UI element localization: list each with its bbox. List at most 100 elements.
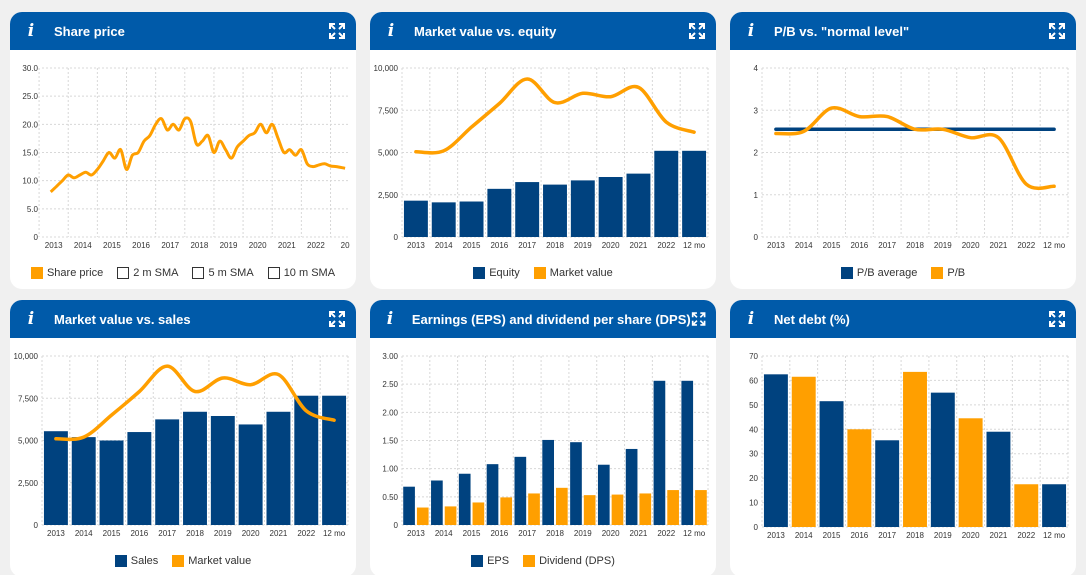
legend-item[interactable]: Market value [172, 555, 251, 567]
bar[interactable] [322, 395, 347, 525]
expand-icon[interactable] [328, 310, 346, 328]
bar[interactable] [431, 202, 456, 237]
legend-label: Dividend (DPS) [539, 555, 615, 567]
bar[interactable] [210, 415, 235, 525]
bar[interactable] [487, 188, 512, 237]
bar[interactable] [556, 487, 568, 525]
info-icon[interactable]: i [27, 21, 35, 41]
bar[interactable] [543, 184, 567, 237]
legend-item[interactable]: Equity [473, 267, 520, 279]
expand-icon[interactable] [691, 310, 706, 328]
bar[interactable] [986, 431, 1011, 527]
bar[interactable] [514, 456, 527, 525]
bar[interactable] [155, 419, 180, 525]
bar[interactable] [930, 392, 955, 527]
bar[interactable] [958, 418, 983, 527]
bar[interactable] [667, 490, 679, 525]
legend-swatch [840, 267, 853, 279]
bar[interactable] [403, 486, 415, 525]
bar[interactable] [639, 493, 652, 525]
bar[interactable] [127, 432, 152, 525]
bar[interactable] [695, 490, 707, 525]
x-tick-label: 2014 [74, 241, 92, 250]
legend-item[interactable]: EPS [471, 555, 509, 567]
info-icon[interactable]: i [387, 21, 395, 41]
bar[interactable] [819, 401, 844, 527]
bar[interactable] [1014, 484, 1039, 527]
info-icon[interactable]: i [747, 309, 755, 329]
info-icon[interactable]: i [27, 309, 35, 329]
bar[interactable] [431, 480, 443, 525]
card-header: i Market value vs. equity [370, 12, 716, 50]
bar[interactable] [528, 493, 540, 525]
bar[interactable] [416, 507, 429, 525]
legend-item[interactable]: Share price [30, 267, 103, 279]
x-tick-label: 2015 [463, 529, 481, 538]
x-tick-label: 2014 [795, 531, 813, 540]
info-icon[interactable]: i [386, 309, 394, 329]
x-tick-label: 2020 [962, 531, 980, 540]
bar[interactable] [444, 506, 457, 525]
share-price-line[interactable] [49, 116, 346, 194]
bar[interactable] [597, 464, 610, 525]
bar[interactable] [763, 374, 788, 527]
bar[interactable] [570, 442, 582, 525]
y-tick-label: 25.0 [22, 92, 38, 101]
bar[interactable] [791, 376, 816, 527]
bar[interactable] [486, 464, 499, 525]
bar[interactable] [266, 411, 291, 525]
bar[interactable] [611, 494, 624, 525]
legend-item[interactable]: P/B average [840, 267, 918, 279]
bar[interactable] [500, 497, 513, 525]
bar[interactable] [875, 440, 900, 527]
legend-item[interactable]: 10 m SMA [267, 267, 336, 279]
bar[interactable] [515, 182, 540, 237]
bar[interactable] [625, 448, 638, 525]
legend-label: 10 m SMA [283, 267, 336, 279]
bar[interactable] [682, 150, 707, 237]
expand-icon[interactable] [1048, 22, 1066, 40]
expand-icon[interactable] [1048, 310, 1066, 328]
bar[interactable] [403, 200, 428, 237]
legend-swatch [267, 267, 280, 279]
bar[interactable] [1042, 484, 1067, 527]
legend-item[interactable]: Dividend (DPS) [523, 555, 615, 567]
bar[interactable] [653, 380, 666, 525]
legend-label: P/B [947, 267, 966, 279]
bar[interactable] [626, 173, 651, 237]
bar[interactable] [583, 495, 596, 525]
bar[interactable] [99, 440, 124, 526]
series-line[interactable] [54, 364, 336, 442]
legend-item[interactable]: Sales [114, 555, 158, 567]
bar[interactable] [903, 371, 927, 527]
bar[interactable] [654, 150, 679, 237]
y-tick-label: 20 [749, 474, 758, 483]
series-line[interactable] [774, 105, 1056, 191]
bar[interactable] [43, 431, 68, 525]
bar[interactable] [472, 502, 485, 525]
legend-item[interactable]: 5 m SMA [192, 267, 254, 279]
bar[interactable] [458, 473, 471, 525]
legend-item[interactable]: 2 m SMA [117, 267, 178, 279]
info-icon[interactable]: i [747, 21, 755, 41]
bar[interactable] [681, 380, 694, 525]
bar[interactable] [183, 411, 207, 525]
expand-icon[interactable] [328, 22, 346, 40]
eps-dps-card: i Earnings (EPS) and dividend per share … [370, 300, 716, 575]
bar[interactable] [542, 439, 554, 525]
expand-icon[interactable] [688, 22, 706, 40]
legend-item[interactable]: Market value [533, 267, 613, 279]
bar[interactable] [71, 437, 96, 525]
pb-vs-normal-level-card: i P/B vs. "normal level" 0 1 2 3 4 2013 2014 20… [730, 12, 1076, 289]
bar[interactable] [847, 429, 872, 527]
bar[interactable] [238, 424, 263, 525]
x-tick-label: 2021 [990, 241, 1008, 250]
y-tick-label: 10 [749, 499, 758, 508]
legend-label: P/B average [856, 267, 918, 279]
bar[interactable] [294, 395, 319, 525]
bar[interactable] [570, 180, 595, 237]
bar[interactable] [598, 177, 623, 237]
bar[interactable] [459, 201, 484, 237]
legend-item[interactable]: P/B [931, 267, 965, 279]
series-line[interactable] [414, 77, 696, 155]
